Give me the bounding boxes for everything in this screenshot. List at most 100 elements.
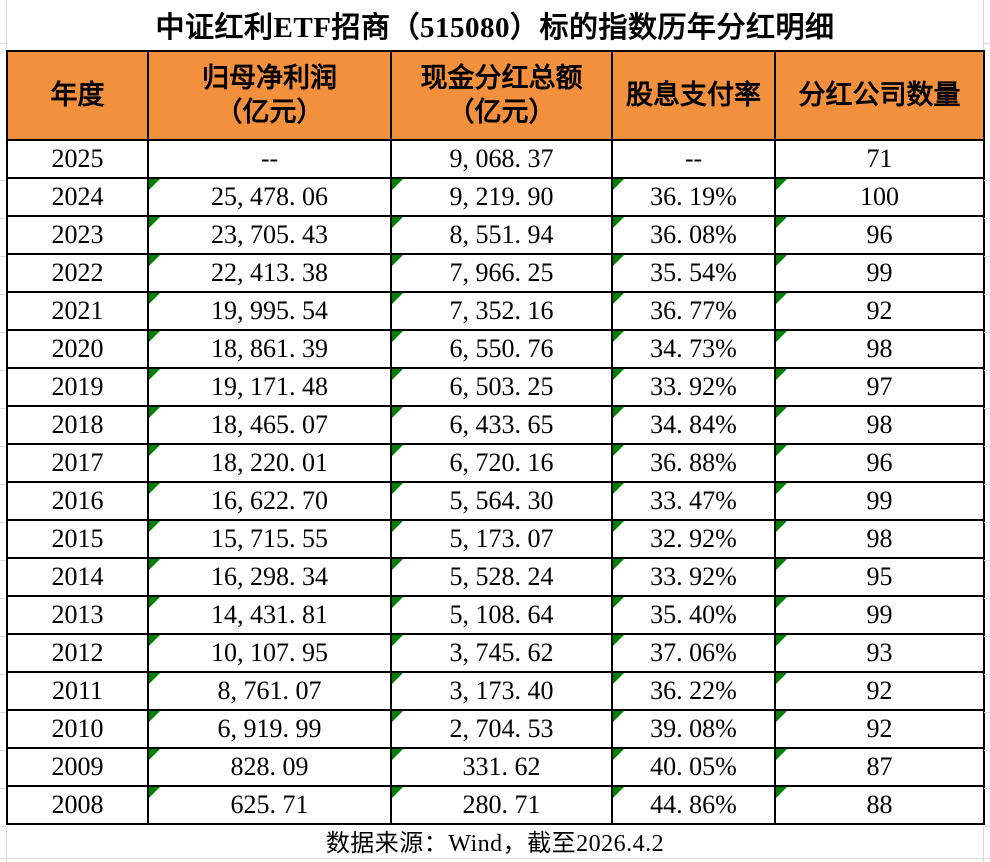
year-value: 2009 (51, 752, 104, 781)
error-flag-icon (777, 370, 787, 380)
error-flag-icon (150, 560, 160, 570)
company-count-value: 100 (860, 182, 899, 211)
cell-payout-ratio: 39. 08% (611, 709, 776, 749)
cell-net-profit: 25, 478. 06 (147, 177, 392, 217)
cell-year: 2013 (6, 595, 149, 635)
cell-year: 2017 (6, 443, 149, 483)
cell-company-count: 93 (774, 633, 985, 673)
payout-ratio-value: 40. 05% (650, 752, 737, 781)
company-count-value: 98 (866, 410, 893, 439)
cell-cash-dividend: 280. 71 (390, 785, 613, 825)
year-value: 2019 (51, 372, 104, 401)
column-header-label: 归母净利润 (202, 62, 337, 93)
error-flag-icon (150, 332, 160, 342)
year-value: 2013 (51, 600, 104, 629)
error-flag-icon (614, 636, 624, 646)
cell-net-profit: 6, 919. 99 (147, 709, 392, 749)
cash-dividend-value: 5, 564. 30 (449, 486, 554, 515)
cell-payout-ratio: 44. 86% (611, 785, 776, 825)
year-value: 2020 (51, 334, 104, 363)
table-row: 2016 16, 622. 70 5, 564. 30 33. 47% 99 (6, 481, 985, 521)
column-header-cash-dividend: 现金分红总额 （亿元） (390, 50, 613, 141)
year-value: 2010 (51, 714, 104, 743)
cell-year: 2021 (6, 291, 149, 331)
cell-net-profit: 23, 705. 43 (147, 215, 392, 255)
cell-cash-dividend: 6, 720. 16 (390, 443, 613, 483)
error-flag-icon (614, 522, 624, 532)
company-count-value: 92 (866, 296, 893, 325)
net-profit-value: 15, 715. 55 (211, 524, 328, 553)
cell-net-profit: 19, 171. 48 (147, 367, 392, 407)
cell-company-count: 71 (774, 139, 985, 179)
error-flag-icon (777, 750, 787, 760)
error-flag-icon (614, 256, 624, 266)
cash-dividend-value: 280. 71 (462, 790, 541, 819)
column-header-label: 分红公司数量 (798, 79, 961, 110)
cell-year: 2014 (6, 557, 149, 597)
error-flag-icon (393, 408, 403, 418)
table-row: 2014 16, 298. 34 5, 528. 24 33. 92% 95 (6, 557, 985, 597)
error-flag-icon (393, 484, 403, 494)
year-value: 2011 (51, 676, 104, 705)
company-count-value: 96 (866, 448, 893, 477)
cell-year: 2009 (6, 747, 149, 787)
cell-cash-dividend: 5, 564. 30 (390, 481, 613, 521)
payout-ratio-value: -- (684, 144, 703, 173)
error-flag-icon (150, 712, 160, 722)
year-value: 2022 (51, 258, 104, 287)
gridline (983, 827, 984, 862)
error-flag-icon (150, 408, 160, 418)
cell-net-profit: 18, 220. 01 (147, 443, 392, 483)
cell-cash-dividend: 331. 62 (390, 747, 613, 787)
error-flag-icon (150, 218, 160, 228)
company-count-value: 71 (866, 144, 893, 173)
gridline (984, 43, 990, 44)
error-flag-icon (614, 218, 624, 228)
column-header-label: 年度 (50, 79, 105, 110)
cell-net-profit: -- (147, 139, 392, 179)
cell-year: 2012 (6, 633, 149, 673)
payout-ratio-value: 33. 92% (650, 562, 737, 591)
gridline (6, 0, 7, 50)
error-flag-icon (614, 294, 624, 304)
net-profit-value: 625. 71 (230, 790, 309, 819)
column-header-year: 年度 (6, 50, 149, 141)
table-row: 2025 -- 9, 068. 37 -- 71 (6, 139, 985, 179)
error-flag-icon (777, 522, 787, 532)
error-flag-icon (150, 446, 160, 456)
error-flag-icon (150, 256, 160, 266)
error-flag-icon (777, 712, 787, 722)
column-header-unit: （亿元） (447, 96, 556, 127)
cell-cash-dividend: 3, 173. 40 (390, 671, 613, 711)
year-value: 2016 (51, 486, 104, 515)
cash-dividend-value: 5, 528. 24 (449, 562, 554, 591)
cell-year: 2011 (6, 671, 149, 711)
net-profit-value: -- (260, 144, 279, 173)
net-profit-value: 14, 431. 81 (211, 600, 328, 629)
error-flag-icon (777, 218, 787, 228)
payout-ratio-value: 32. 92% (650, 524, 737, 553)
table-row: 2011 8, 761. 07 3, 173. 40 36. 22% 92 (6, 671, 985, 711)
cell-cash-dividend: 3, 745. 62 (390, 633, 613, 673)
cell-payout-ratio: 36. 88% (611, 443, 776, 483)
table-header: 年度 归母净利润 （亿元） 现金分红总额 （亿元） 股息支付率 分红公司数量 (6, 50, 985, 141)
error-flag-icon (777, 636, 787, 646)
year-value: 2015 (51, 524, 104, 553)
cell-year: 2015 (6, 519, 149, 559)
payout-ratio-value: 33. 92% (650, 372, 737, 401)
gridline (0, 858, 990, 859)
error-flag-icon (777, 484, 787, 494)
error-flag-icon (393, 332, 403, 342)
cell-net-profit: 16, 622. 70 (147, 481, 392, 521)
error-flag-icon (393, 674, 403, 684)
cell-company-count: 97 (774, 367, 985, 407)
cash-dividend-value: 9, 068. 37 (449, 144, 554, 173)
error-flag-icon (777, 788, 787, 798)
column-header-payout-ratio: 股息支付率 (611, 50, 776, 141)
payout-ratio-value: 34. 73% (650, 334, 737, 363)
net-profit-value: 18, 220. 01 (211, 448, 328, 477)
year-value: 2018 (51, 410, 104, 439)
cash-dividend-value: 331. 62 (462, 752, 541, 781)
year-value: 2008 (51, 790, 104, 819)
table-row: 2008 625. 71 280. 71 44. 86% 88 (6, 785, 985, 825)
